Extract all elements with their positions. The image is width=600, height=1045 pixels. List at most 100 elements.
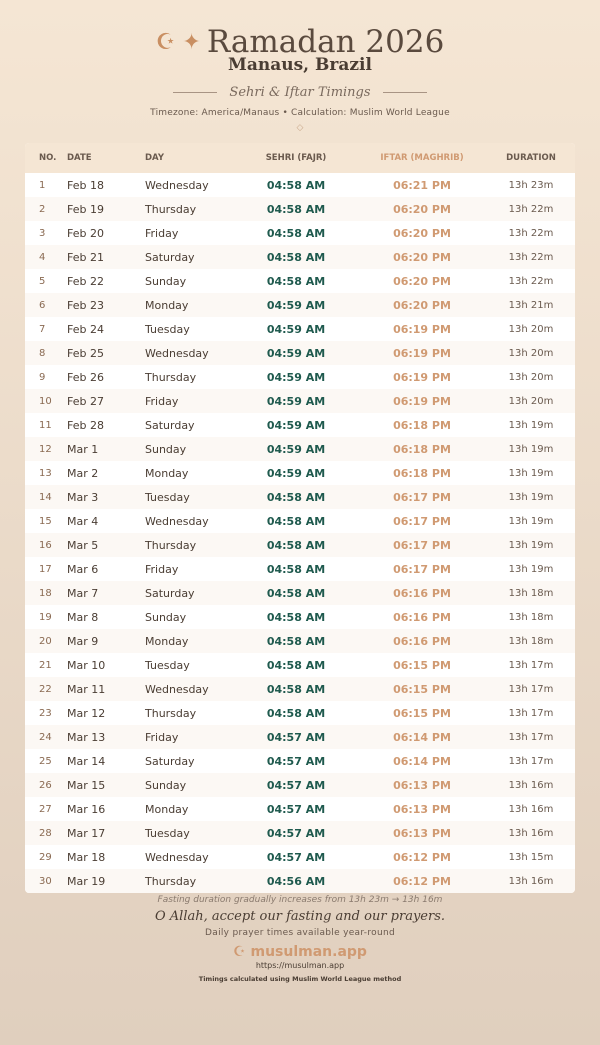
divider — [382, 92, 427, 93]
cell-date: Feb 18 — [67, 178, 104, 192]
cell-day: Saturday — [145, 586, 195, 600]
cell-date: Feb 28 — [67, 418, 104, 432]
cell-sehri: 04:59 AM — [266, 442, 326, 456]
cell-iftar: 06:19 PM — [393, 346, 451, 360]
cell-no: 26 — [39, 779, 52, 791]
cell-iftar: 06:16 PM — [393, 610, 451, 624]
cell-sehri: 04:59 AM — [266, 322, 326, 336]
cell-sehri: 04:57 AM — [266, 730, 326, 744]
cell-day: Wednesday — [145, 178, 209, 192]
cell-date: Feb 19 — [67, 202, 104, 216]
cell-no: 25 — [39, 755, 52, 767]
cell-date: Mar 11 — [67, 682, 106, 696]
cell-day: Monday — [145, 466, 189, 480]
cell-duration: 13h 23m — [508, 179, 554, 191]
cell-date: Feb 21 — [67, 250, 104, 264]
cell-day: Wednesday — [145, 346, 209, 360]
column-header-sehri: SEHRI (FAJR) — [265, 153, 327, 163]
cell-iftar: 06:15 PM — [393, 682, 451, 696]
cell-date: Feb 24 — [67, 322, 104, 336]
table-row: 6 Feb 23 Monday 04:59 AM 06:20 PM 13h 21m — [25, 293, 575, 317]
table-row: 26 Mar 15 Sunday 04:57 AM 06:13 PM 13h 16m — [25, 773, 575, 797]
cell-duration: 13h 20m — [508, 347, 554, 359]
cell-iftar: 06:17 PM — [393, 514, 451, 528]
table-row: 27 Mar 16 Monday 04:57 AM 06:13 PM 13h 16m — [25, 797, 575, 821]
cell-no: 2 — [39, 203, 46, 215]
cell-iftar: 06:12 PM — [393, 874, 451, 888]
calculation-note: Timings calculated using Muslim World Le… — [198, 975, 402, 983]
table-row: 24 Mar 13 Friday 04:57 AM 06:14 PM 13h 17m — [25, 725, 575, 749]
cell-date: Mar 9 — [67, 634, 99, 648]
cell-iftar: 06:13 PM — [393, 802, 451, 816]
cell-day: Tuesday — [145, 490, 190, 504]
cell-date: Mar 4 — [67, 514, 99, 528]
cell-iftar: 06:18 PM — [393, 442, 451, 456]
cell-duration: 13h 22m — [508, 227, 554, 239]
footer: Fasting duration gradually increases fro… — [0, 895, 600, 983]
cell-day: Monday — [145, 802, 189, 816]
cell-date: Mar 16 — [67, 802, 106, 816]
table-row: 22 Mar 11 Wednesday 04:58 AM 06:15 PM 13h 17m — [25, 677, 575, 701]
table-row: 12 Mar 1 Sunday 04:59 AM 06:18 PM 13h 19m — [25, 437, 575, 461]
column-header-iftar: IFTAR (MAGHRIB) — [380, 153, 464, 163]
cell-sehri: 04:58 AM — [266, 610, 326, 624]
cell-no: 22 — [39, 683, 52, 695]
dua: O Allah, accept our fasting and our pray… — [154, 909, 446, 924]
cell-duration: 13h 22m — [508, 275, 554, 287]
cell-day: Monday — [145, 634, 189, 648]
cell-date: Mar 19 — [67, 874, 106, 888]
daily-note: Daily prayer times available year-round — [205, 928, 395, 938]
cell-sehri: 04:57 AM — [266, 826, 326, 840]
cell-date: Mar 12 — [67, 706, 106, 720]
cell-sehri: 04:58 AM — [266, 634, 326, 648]
table-row: 25 Mar 14 Saturday 04:57 AM 06:14 PM 13h 17m — [25, 749, 575, 773]
cell-no: 12 — [39, 443, 52, 455]
cell-no: 17 — [39, 563, 52, 575]
cell-sehri: 04:59 AM — [266, 466, 326, 480]
cell-date: Mar 10 — [67, 658, 106, 672]
cell-iftar: 06:20 PM — [393, 298, 451, 312]
cell-date: Mar 8 — [67, 610, 99, 624]
cell-no: 11 — [39, 419, 52, 431]
cell-no: 6 — [39, 299, 46, 311]
cell-duration: 13h 17m — [508, 731, 554, 743]
cell-day: Thursday — [145, 538, 197, 552]
table-row: 14 Mar 3 Tuesday 04:58 AM 06:17 PM 13h 19m — [25, 485, 575, 509]
cell-sehri: 04:58 AM — [266, 706, 326, 720]
subtitle: Sehri & Iftar Timings — [229, 85, 371, 100]
cell-duration: 13h 18m — [508, 611, 554, 623]
brand-link[interactable]: ☪ musulman.app — [0, 944, 600, 960]
cell-duration: 13h 22m — [508, 251, 554, 263]
cell-no: 23 — [39, 707, 52, 719]
cell-day: Sunday — [145, 610, 187, 624]
cell-day: Wednesday — [145, 850, 209, 864]
cell-iftar: 06:20 PM — [393, 250, 451, 264]
cell-iftar: 06:12 PM — [393, 850, 451, 864]
cell-day: Wednesday — [145, 682, 209, 696]
cell-iftar: 06:19 PM — [393, 394, 451, 408]
cell-no: 28 — [39, 827, 52, 839]
cell-iftar: 06:17 PM — [393, 562, 451, 576]
table-row: 19 Mar 8 Sunday 04:58 AM 06:16 PM 13h 18m — [25, 605, 575, 629]
cell-no: 18 — [39, 587, 52, 599]
cell-no: 24 — [39, 731, 52, 743]
city: Manaus, Brazil — [228, 55, 372, 75]
table-row: 7 Feb 24 Tuesday 04:59 AM 06:19 PM 13h 20m — [25, 317, 575, 341]
cell-date: Feb 23 — [67, 298, 104, 312]
cell-sehri: 04:59 AM — [266, 298, 326, 312]
cell-no: 16 — [39, 539, 52, 551]
table-row: 29 Mar 18 Wednesday 04:57 AM 06:12 PM 13h 15m — [25, 845, 575, 869]
cell-date: Feb 26 — [67, 370, 104, 384]
table-row: 17 Mar 6 Friday 04:58 AM 06:17 PM 13h 19m — [25, 557, 575, 581]
cell-date: Feb 20 — [67, 226, 104, 240]
url-link[interactable]: https://musulman.app — [255, 961, 345, 970]
cell-no: 10 — [39, 395, 52, 407]
cell-duration: 13h 20m — [508, 371, 554, 383]
table-header: NO. DATE DAY SEHRI (FAJR) IFTAR (MAGHRIB) DUR… — [25, 143, 575, 173]
crescent-star-icon: ☪ ✦ — [155, 30, 201, 55]
cell-no: 5 — [39, 275, 46, 287]
cell-day: Friday — [145, 394, 179, 408]
table-row: 28 Mar 17 Tuesday 04:57 AM 06:13 PM 13h 16m — [25, 821, 575, 845]
cell-day: Friday — [145, 730, 179, 744]
cell-day: Thursday — [145, 706, 197, 720]
